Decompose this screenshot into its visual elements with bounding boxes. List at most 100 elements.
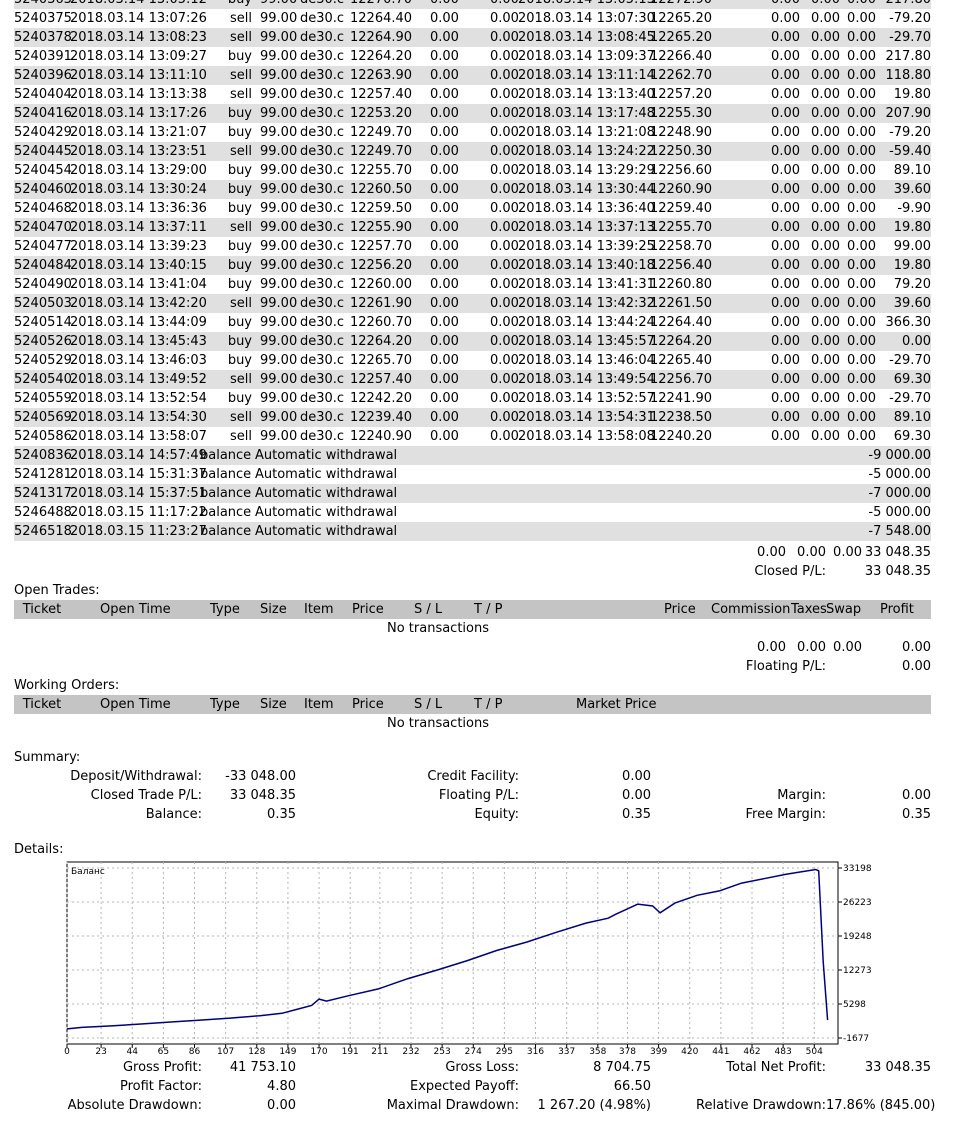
cell-item: de30.c [300,106,345,121]
cell-swap: 0.00 [847,239,876,254]
cell-tp: 0.00 [490,372,519,387]
cell-ticket: 5246518 [14,524,72,539]
cell-type: buy [210,0,252,9]
cell-tp: 0.00 [490,0,519,9]
cell-comm: 0.00 [754,0,800,9]
cell-tax: 0.00 [811,144,840,159]
cell-profit: 19.80 [893,87,931,102]
cell-sl: 0.00 [430,315,459,330]
cell-tax: 0.00 [811,296,840,311]
cell-sl: 0.00 [430,201,459,216]
cell-profit: -59.40 [889,144,931,159]
cell-profit: 217.80 [876,0,932,9]
cell-type: balance [200,505,252,520]
cell-close: 2018.03.14 13:54:31 [518,410,655,425]
cell-tp: 0.00 [490,353,519,368]
cell-item: de30.c [300,49,345,64]
cell-type: buy [227,239,252,254]
cell-type: buy [227,391,252,406]
cell-swap: 0.00 [847,429,876,444]
cell-profit: -9.90 [897,201,931,216]
cell-price: 12264.40 [350,11,413,26]
x-tick-label: 274 [465,1047,482,1057]
cell-item: de30.c [300,0,350,9]
cell-type: sell [230,296,252,311]
cell-comment: Automatic withdrawal [255,524,398,539]
cell-open: 2018.03.14 13:30:24 [70,182,207,197]
cell-tax: 0.00 [811,125,840,140]
cell-tp: 0.00 [490,68,519,83]
table-row: 5240559 2018.03.14 13:52:54 buy 99.00 de30.c… [14,389,931,408]
x-tick-label: 211 [371,1047,388,1057]
cell-tax: 0.00 [811,49,840,64]
cell-tax: 0.00 [811,30,840,45]
total-net-profit-value: 33 048.35 [864,1060,931,1075]
cell-open: 2018.03.14 13:46:03 [70,353,207,368]
cell-tp: 0.00 [490,258,519,273]
x-tick-label: 65 [158,1047,169,1057]
cell-close: 2018.03.14 13:29:29 [518,163,655,178]
cell-close: 2018.03.14 13:30:44 [518,182,655,197]
relative-drawdown-value: 17.86% (845.00) [826,1098,936,1113]
cell-type: balance [200,486,252,501]
table-row: 5240468 2018.03.14 13:36:36 buy 99.00 de30.c… [14,199,931,218]
cell-swap: 0.00 [847,11,876,26]
closed-total-taxes: 0.00 [797,545,826,560]
x-tick-label: 149 [279,1047,296,1057]
cell-close: 2018.03.14 13:13:40 [518,87,655,102]
cell-item: de30.c [300,391,345,406]
cell-comm: 0.00 [771,182,800,197]
header-size: Size [260,697,287,712]
cell-tax: 0.00 [811,353,840,368]
cell-ticket: 5240484 [14,258,72,273]
cell-comm: 0.00 [771,201,800,216]
cell-tax: 0.00 [811,220,840,235]
cell-type: buy [227,163,252,178]
cell-price: 12239.40 [350,410,413,425]
cell-sl: 0.00 [430,106,459,121]
cell-sl: 0.00 [430,277,459,292]
cell-ticket: 5240490 [14,277,72,292]
cell-price: 12260.70 [350,315,413,330]
cell-sl: 0.00 [430,220,459,235]
cell-comm: 0.00 [771,372,800,387]
cell-ticket: 5240586 [14,429,72,444]
cell-type: sell [230,220,252,235]
header-type: Type [210,602,240,617]
cell-comm: 0.00 [771,239,800,254]
cell-profit: -79.20 [889,11,931,26]
open-total-taxes: 0.00 [797,640,826,655]
gross-profit-value: 41 753.10 [229,1060,296,1075]
header-item: Item [304,697,334,712]
cell-close: 2018.03.14 13:44:24 [518,315,655,330]
cell-item: de30.c [300,201,345,216]
equity-label: Equity: [474,807,519,822]
cell-cprice: 12258.70 [650,239,713,254]
cell-size: 99.00 [260,163,298,178]
profit-factor-value: 4.80 [267,1079,296,1094]
cell-tp: 0.00 [490,277,519,292]
cell-size: 99.00 [260,372,298,387]
cell-tax: 0.00 [811,277,840,292]
cell-swap: 0.00 [847,277,876,292]
working-orders-title: Working Orders: [14,678,120,693]
cell-close: 2018.03.14 13:08:45 [518,30,655,45]
cell-type: sell [230,68,252,83]
table-row: 5240378 2018.03.14 13:08:23 sell 99.00 de30.… [14,28,931,47]
x-tick-label: 483 [775,1047,792,1057]
x-tick-label: 232 [402,1047,419,1057]
cell-close: 2018.03.14 13:39:25 [518,239,655,254]
cell-ticket: 5240836 [14,448,72,463]
table-row: 5240477 2018.03.14 13:39:23 buy 99.00 de30.c… [14,237,931,256]
header-ticket: Ticket [22,602,62,617]
x-tick-label: 253 [434,1047,451,1057]
cell-type: sell [230,372,252,387]
closed-trade-pl-value: 33 048.35 [229,788,296,803]
cell-item: de30.c [300,315,345,330]
cell-swap: 0.00 [847,258,876,273]
cell-open: 2018.03.14 13:07:26 [70,11,207,26]
balance-value: 0.35 [267,807,296,822]
cell-comm: 0.00 [771,144,800,159]
balance-row: 5246488 2018.03.15 11:17:22 balance Automat… [14,503,931,522]
cell-close: 2018.03.14 13:11:14 [518,68,655,83]
